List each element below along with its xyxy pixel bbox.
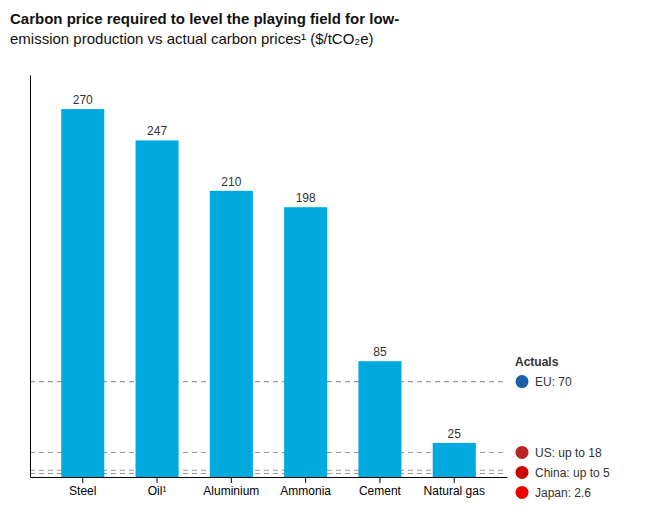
- legend-item: China: up to 5: [516, 466, 611, 480]
- legend-icon: [516, 466, 529, 479]
- data-label: 247: [147, 124, 167, 138]
- chart-container: Carbon price required to level the playi…: [0, 0, 657, 527]
- data-label: 270: [73, 93, 93, 107]
- data-label: 198: [296, 191, 316, 205]
- bar: [61, 109, 104, 477]
- data-labels: 270 247 210 198 85 25: [73, 93, 462, 441]
- bar: [358, 361, 401, 477]
- bar: [284, 207, 327, 477]
- x-tick-label: Natural gas: [424, 484, 485, 498]
- y-axis: [30, 76, 31, 478]
- y-axis-line: [30, 76, 31, 478]
- legend-title: Actuals: [515, 355, 559, 369]
- legend-item: US: up to 18: [516, 446, 603, 460]
- x-tick: Oil¹: [148, 477, 167, 498]
- x-tick: Aluminium: [203, 477, 259, 498]
- x-axis: Steel Oil¹ Aluminium Ammonia Cement Natural g…: [31, 477, 508, 498]
- x-tick: Ammonia: [280, 477, 331, 498]
- legend-item: Japan: 2.6: [516, 486, 592, 500]
- title: Carbon price required to level the playi…: [10, 10, 399, 27]
- x-tick-mark: [305, 477, 306, 483]
- x-tick: Natural gas: [424, 477, 485, 498]
- x-tick-mark: [379, 477, 380, 483]
- legend-icon: [516, 486, 529, 499]
- x-axis-line: [31, 477, 508, 478]
- chart: Carbon price required to level the playi…: [0, 0, 657, 527]
- x-tick: Cement: [359, 477, 402, 498]
- x-tick-label: Aluminium: [203, 484, 259, 498]
- plot-area: [30, 109, 507, 477]
- data-label: 85: [373, 345, 387, 359]
- legend-label: China: up to 5: [535, 466, 610, 480]
- x-tick-mark: [231, 477, 232, 483]
- x-tick-label: Cement: [359, 484, 402, 498]
- x-tick-mark: [454, 477, 455, 483]
- x-tick-label: Oil¹: [148, 484, 167, 498]
- bar: [433, 443, 476, 477]
- data-label: 210: [221, 175, 241, 189]
- data-label: 25: [448, 427, 462, 441]
- x-tick-label: Steel: [69, 484, 96, 498]
- legend-label: EU: 70: [535, 375, 572, 389]
- legend-label: Japan: 2.6: [535, 486, 591, 500]
- x-tick: Steel: [69, 477, 96, 498]
- legend-icon: [516, 375, 529, 388]
- bar: [136, 140, 179, 477]
- x-tick-mark: [157, 477, 158, 483]
- legend: Actuals EU: 70 US: up to 18 China: up to 5 J…: [515, 355, 610, 500]
- legend-item: EU: 70: [516, 375, 573, 389]
- subtitle: emission production vs actual carbon pri…: [10, 30, 373, 47]
- legend-label: US: up to 18: [535, 446, 602, 460]
- bar: [210, 191, 253, 477]
- x-tick-mark: [82, 477, 83, 483]
- x-tick-label: Ammonia: [280, 484, 331, 498]
- legend-icon: [516, 446, 529, 459]
